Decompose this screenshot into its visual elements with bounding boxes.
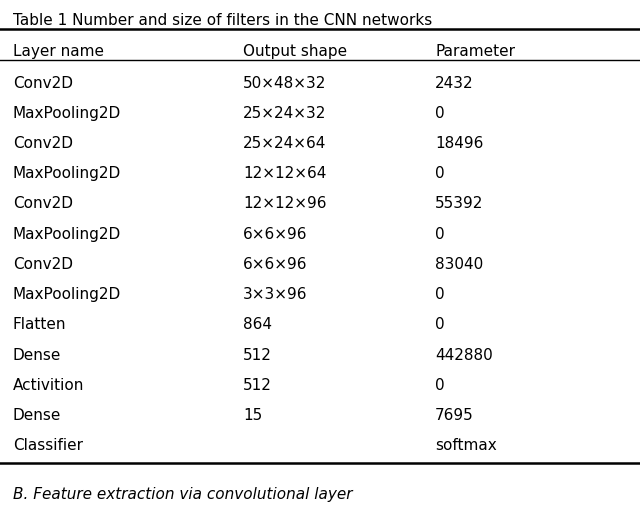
Text: Parameter: Parameter: [435, 44, 515, 59]
Text: MaxPooling2D: MaxPooling2D: [13, 287, 121, 302]
Text: Flatten: Flatten: [13, 317, 67, 332]
Text: Conv2D: Conv2D: [13, 196, 73, 212]
Text: Conv2D: Conv2D: [13, 136, 73, 151]
Text: 512: 512: [243, 378, 272, 393]
Text: 55392: 55392: [435, 196, 484, 212]
Text: 2432: 2432: [435, 76, 474, 91]
Text: B. Feature extraction via convolutional layer: B. Feature extraction via convolutional …: [13, 487, 352, 502]
Text: 12×12×96: 12×12×96: [243, 196, 326, 212]
Text: 0: 0: [435, 227, 445, 242]
Text: Activition: Activition: [13, 378, 84, 393]
Text: 15: 15: [243, 408, 262, 423]
Text: 0: 0: [435, 106, 445, 121]
Text: Table 1 Number and size of filters in the CNN networks: Table 1 Number and size of filters in th…: [13, 13, 432, 28]
Text: 442880: 442880: [435, 348, 493, 363]
Text: 6×6×96: 6×6×96: [243, 257, 308, 272]
Text: 864: 864: [243, 317, 272, 332]
Text: 50×48×32: 50×48×32: [243, 76, 326, 91]
Text: 3×3×96: 3×3×96: [243, 287, 308, 302]
Text: Layer name: Layer name: [13, 44, 104, 59]
Text: 18496: 18496: [435, 136, 484, 151]
Text: Classifier: Classifier: [13, 438, 83, 453]
Text: 7695: 7695: [435, 408, 474, 423]
Text: MaxPooling2D: MaxPooling2D: [13, 227, 121, 242]
Text: MaxPooling2D: MaxPooling2D: [13, 106, 121, 121]
Text: 25×24×32: 25×24×32: [243, 106, 326, 121]
Text: softmax: softmax: [435, 438, 497, 453]
Text: 6×6×96: 6×6×96: [243, 227, 308, 242]
Text: Dense: Dense: [13, 348, 61, 363]
Text: Conv2D: Conv2D: [13, 257, 73, 272]
Text: 25×24×64: 25×24×64: [243, 136, 326, 151]
Text: Conv2D: Conv2D: [13, 76, 73, 91]
Text: 512: 512: [243, 348, 272, 363]
Text: MaxPooling2D: MaxPooling2D: [13, 166, 121, 181]
Text: Output shape: Output shape: [243, 44, 348, 59]
Text: 0: 0: [435, 287, 445, 302]
Text: 0: 0: [435, 317, 445, 332]
Text: 0: 0: [435, 378, 445, 393]
Text: 12×12×64: 12×12×64: [243, 166, 326, 181]
Text: Dense: Dense: [13, 408, 61, 423]
Text: 0: 0: [435, 166, 445, 181]
Text: 83040: 83040: [435, 257, 483, 272]
